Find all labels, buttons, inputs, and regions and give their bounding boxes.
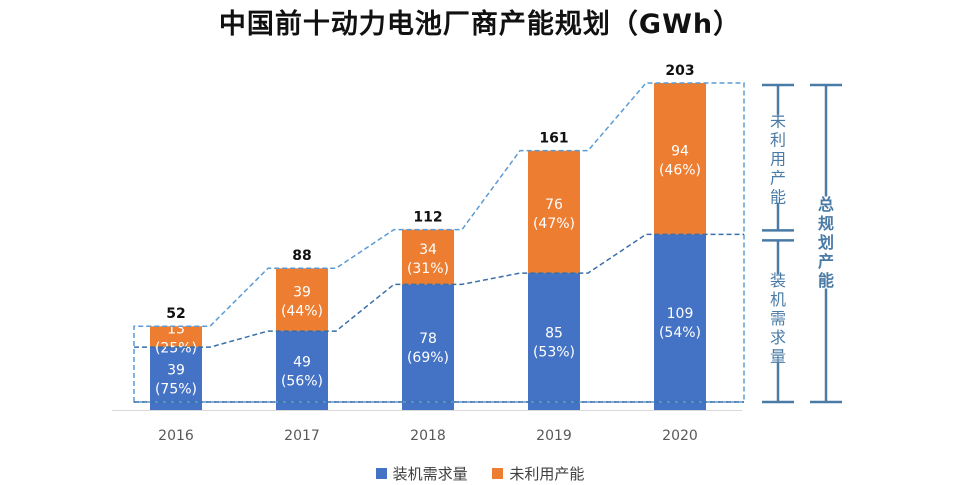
dashed-line-demand bbox=[134, 233, 744, 348]
label-total-2018: 112 bbox=[413, 210, 442, 226]
legend-label-demand: 装机需求量 bbox=[392, 465, 468, 483]
bracket-demand-label-bg bbox=[768, 274, 788, 363]
legend-item-unused: 未利用产能 bbox=[492, 463, 584, 484]
legend-swatch-unused bbox=[492, 468, 504, 479]
label-demand-pct-2019: (53%) bbox=[533, 345, 575, 361]
label-demand-pct-2016: (75%) bbox=[155, 382, 197, 398]
label-unused-pct-2020: (46%) bbox=[659, 163, 701, 179]
label-demand-value-2016: 39 bbox=[167, 363, 185, 379]
x-tick-2018: 2018 bbox=[410, 428, 446, 444]
label-unused-value-2018: 34 bbox=[419, 242, 437, 258]
legend-label-unused: 未利用产能 bbox=[509, 465, 585, 483]
label-demand-pct-2018: (69%) bbox=[407, 350, 449, 366]
x-tick-2016: 2016 bbox=[158, 428, 194, 444]
bar-unused-2018 bbox=[402, 229, 454, 285]
bar-demand-2019 bbox=[528, 273, 580, 410]
label-unused-value-2020: 94 bbox=[671, 144, 689, 160]
bar-demand-2017 bbox=[276, 331, 328, 410]
label-demand-value-2020: 109 bbox=[667, 306, 694, 322]
bracket-unused-label-bg bbox=[768, 114, 788, 203]
label-demand-value-2017: 49 bbox=[293, 355, 311, 371]
label-unused-value-2017: 39 bbox=[293, 285, 311, 301]
legend-item-demand: 装机需求量 bbox=[375, 463, 468, 484]
label-demand-pct-2020: (54%) bbox=[659, 325, 701, 341]
bracket-demand-label: 装机需求量 bbox=[770, 271, 786, 366]
bar-unused-2017 bbox=[276, 268, 328, 332]
bar-demand-2020 bbox=[654, 234, 706, 410]
x-tick-2019: 2019 bbox=[536, 428, 572, 444]
x-tick-2020: 2020 bbox=[662, 428, 698, 444]
legend: 装机需求量 未利用产能 bbox=[0, 463, 960, 484]
bracket-total-label-bg bbox=[816, 196, 836, 289]
x-tick-2017: 2017 bbox=[284, 428, 320, 444]
bar-unused-2020 bbox=[654, 83, 706, 235]
label-total-2020: 203 bbox=[665, 63, 694, 79]
label-unused-pct-2019: (47%) bbox=[533, 216, 575, 232]
label-unused-pct-2016: (25%) bbox=[155, 341, 197, 357]
chart-title: 中国前十动力电池厂商产能规划（GWh） bbox=[218, 9, 742, 40]
label-unused-pct-2018: (31%) bbox=[407, 261, 449, 277]
bracket-unused-label: 未利用产能 bbox=[770, 111, 786, 206]
label-total-2016: 52 bbox=[166, 306, 185, 322]
label-demand-value-2019: 85 bbox=[545, 326, 563, 342]
label-demand-value-2018: 78 bbox=[419, 331, 437, 347]
label-total-2017: 88 bbox=[292, 248, 311, 264]
label-demand-pct-2017: (56%) bbox=[281, 374, 323, 390]
bar-unused-2016 bbox=[150, 326, 202, 348]
label-unused-value-2019: 76 bbox=[545, 197, 563, 213]
legend-swatch-demand bbox=[375, 468, 387, 479]
dashed-outline-total bbox=[133, 82, 745, 403]
label-unused-pct-2017: (44%) bbox=[281, 304, 323, 320]
bar-demand-2016 bbox=[150, 347, 202, 410]
bar-unused-2019 bbox=[528, 150, 580, 274]
bracket-total-label: 总规划产能 bbox=[818, 195, 834, 290]
bar-demand-2018 bbox=[402, 284, 454, 410]
label-unused-value-2016: 13 bbox=[167, 322, 185, 338]
label-total-2019: 161 bbox=[539, 131, 568, 147]
